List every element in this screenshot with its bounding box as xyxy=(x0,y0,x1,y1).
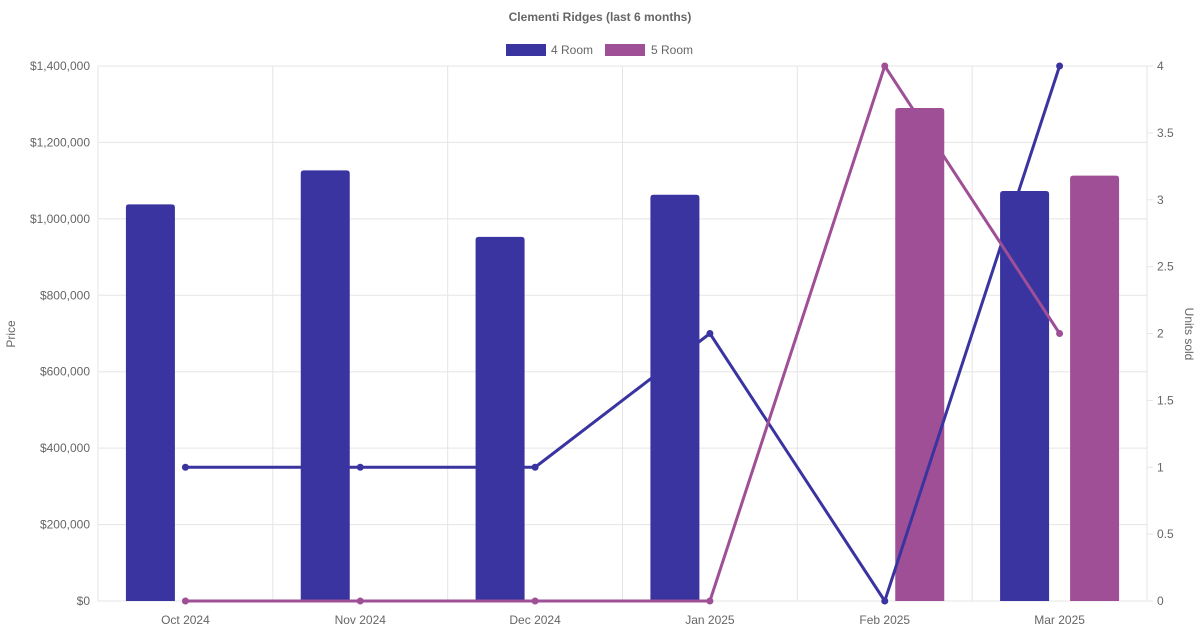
bar-5-room[interactable] xyxy=(1070,175,1120,602)
bar-4-room[interactable] xyxy=(475,236,525,601)
y-right-tick-label: 4 xyxy=(1157,59,1164,73)
point-4-room[interactable] xyxy=(356,463,364,471)
y-right-tick-label: 3 xyxy=(1157,193,1164,207)
bar-4-room[interactable] xyxy=(650,194,700,601)
line-5-room xyxy=(185,64,1061,603)
chart-title: Clementi Ridges (last 6 months) xyxy=(509,10,692,24)
legend-label-4-room: 4 Room xyxy=(551,43,593,57)
point-5-room[interactable] xyxy=(531,597,539,605)
x-tick-label: Mar 2025 xyxy=(1034,613,1085,627)
y-left-tick-label: $200,000 xyxy=(40,518,90,532)
y-right-tick-label: 1 xyxy=(1157,460,1164,474)
axis-labels: $0 $200,000 $400,000 $600,000 $800,000 $1,000… xyxy=(30,59,1174,627)
legend-item-4-room[interactable]: 4 Room xyxy=(506,43,593,57)
point-5-room[interactable] xyxy=(1056,330,1064,337)
y-left-tick-label: $1,000,000 xyxy=(30,212,90,226)
y-right-tick-label: 1.5 xyxy=(1157,393,1174,407)
y-right-tick-label: 3.5 xyxy=(1157,126,1174,140)
point-4-room[interactable] xyxy=(181,463,189,471)
y-right-tick-label: 2.5 xyxy=(1157,260,1174,274)
lines xyxy=(181,62,1064,605)
y-axis-left-title: Price xyxy=(4,320,18,348)
y-right-tick-label: 2 xyxy=(1157,327,1164,341)
x-tick-label: Nov 2024 xyxy=(335,613,387,627)
x-tick-label: Oct 2024 xyxy=(161,613,210,627)
bar-4-room[interactable] xyxy=(125,204,175,602)
point-5-room[interactable] xyxy=(706,597,714,605)
bar-4-room[interactable] xyxy=(1000,190,1050,602)
point-4-room[interactable] xyxy=(531,463,539,471)
point-4-room[interactable] xyxy=(706,330,714,337)
y-left-tick-label: $1,400,000 xyxy=(30,59,90,73)
point-5-room[interactable] xyxy=(881,62,889,70)
bar-4-room[interactable] xyxy=(300,170,350,601)
bar-5-room[interactable] xyxy=(895,108,945,602)
point-4-room[interactable] xyxy=(881,597,889,605)
y-left-tick-label: $0 xyxy=(77,594,91,608)
legend-swatch-4-room xyxy=(506,44,546,56)
x-tick-label: Feb 2025 xyxy=(859,613,910,627)
legend[interactable]: 4 Room 5 Room xyxy=(506,43,693,57)
y-right-tick-label: 0 xyxy=(1157,594,1164,608)
y-left-tick-label: $600,000 xyxy=(40,365,90,379)
line-4-room xyxy=(185,65,1062,603)
gridlines xyxy=(97,65,1153,602)
bars xyxy=(125,108,1120,602)
point-4-room[interactable] xyxy=(1056,62,1064,70)
y-right-tick-label: 0.5 xyxy=(1157,527,1174,541)
y-left-tick-label: $1,200,000 xyxy=(30,135,90,149)
y-left-tick-label: $400,000 xyxy=(40,441,90,455)
legend-item-5-room[interactable]: 5 Room xyxy=(605,43,693,57)
y-left-tick-label: $800,000 xyxy=(40,288,90,302)
x-tick-label: Dec 2024 xyxy=(509,613,561,627)
y-axis-right-title: Units sold xyxy=(1182,308,1196,361)
x-tick-label: Jan 2025 xyxy=(685,613,735,627)
legend-label-5-room: 5 Room xyxy=(651,43,693,57)
point-5-room[interactable] xyxy=(181,597,189,605)
legend-swatch-5-room xyxy=(605,44,645,56)
point-5-room[interactable] xyxy=(356,597,364,605)
